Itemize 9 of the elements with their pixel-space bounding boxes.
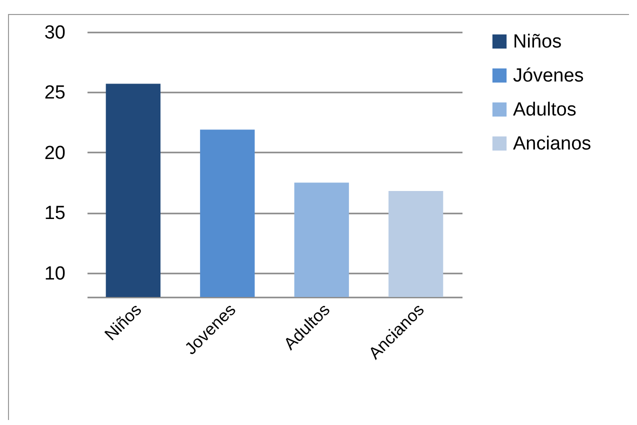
y-tick-label: 20 [44,142,66,164]
y-tick-label: 15 [44,203,66,224]
legend-label: Adultos [513,100,576,120]
y-tick-label: 10 [44,263,66,284]
legend-label: Ancianos [513,134,592,154]
legend-label: Jóvenes [513,66,584,86]
y-tick-label: 25 [44,82,66,104]
y-tick-label: 30 [44,22,66,44]
legend-label: Niños [513,32,562,52]
